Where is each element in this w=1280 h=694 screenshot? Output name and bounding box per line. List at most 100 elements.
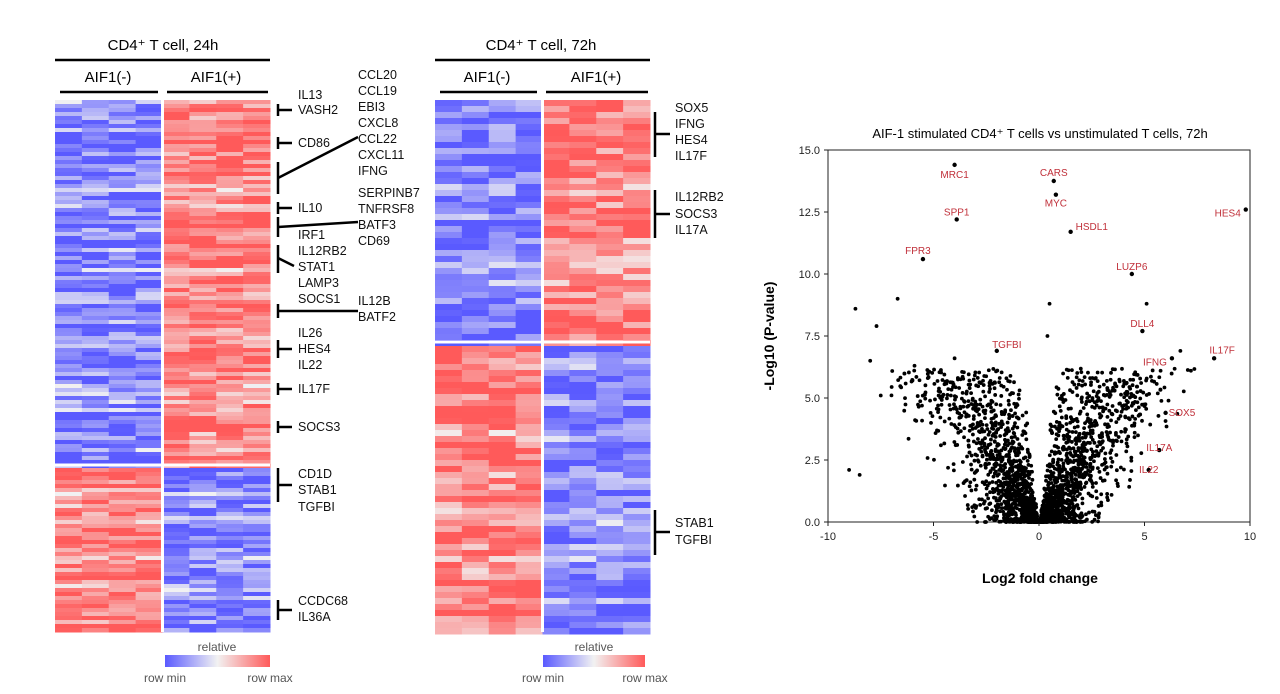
- heatmap-cell: [623, 100, 651, 107]
- heatmap-cell: [162, 104, 190, 109]
- heatmap-cell: [216, 392, 244, 397]
- heatmap-cell: [243, 436, 271, 441]
- heatmap-cell: [569, 130, 597, 137]
- volcano-point: [1098, 435, 1102, 440]
- heatmap-cell: [243, 124, 271, 129]
- volcano-point: [1122, 395, 1127, 400]
- heatmap-cell: [569, 466, 597, 473]
- heatmap-cell: [135, 428, 163, 433]
- color-scale: [543, 655, 645, 667]
- heatmap-cell: [542, 202, 570, 209]
- volcano-point: [1055, 462, 1060, 467]
- heatmap-cell: [542, 124, 570, 131]
- heatmap-cell: [569, 514, 597, 521]
- volcano-point: [977, 412, 982, 417]
- x-tick-label: -10: [820, 531, 836, 543]
- heatmap-cell: [461, 454, 490, 461]
- volcano-point: [1019, 487, 1024, 492]
- heatmap-cell: [55, 496, 83, 501]
- heatmap-cell: [488, 136, 517, 143]
- heatmap-cell: [488, 502, 517, 509]
- heatmap-cell: [189, 472, 217, 477]
- heatmap-cell: [515, 166, 543, 173]
- heatmap-cell: [55, 588, 83, 593]
- gene-label: SOX5: [675, 101, 708, 115]
- volcano-point: [1029, 463, 1034, 468]
- heatmap-cell: [55, 616, 83, 621]
- volcano-point: [1029, 482, 1034, 486]
- heatmap-cell: [189, 160, 217, 165]
- heatmap-cell: [216, 224, 244, 229]
- volcano-point: [999, 519, 1003, 524]
- volcano-point: [989, 452, 994, 457]
- volcano-point: [1024, 437, 1029, 442]
- heatmap-cell: [435, 610, 463, 617]
- volcano-point: [1080, 496, 1085, 501]
- heatmap-cell: [162, 192, 190, 197]
- heatmap-cell: [81, 240, 110, 245]
- volcano-point: [997, 468, 1002, 472]
- heatmap-cell: [542, 286, 570, 293]
- heatmap-cell: [596, 616, 624, 623]
- heatmap-cell: [55, 212, 83, 217]
- heatmap-cell: [623, 412, 651, 419]
- heatmap-cell: [488, 124, 517, 131]
- heatmap-cell: [81, 456, 110, 461]
- heatmap-cell: [216, 572, 244, 577]
- heatmap-cell: [243, 172, 271, 177]
- volcano-point: [988, 490, 992, 495]
- heatmap-cell: [135, 448, 163, 453]
- volcano-point: [939, 402, 944, 407]
- volcano-point: [1127, 484, 1132, 489]
- heatmap-cell: [243, 524, 271, 529]
- heatmap-cell: [108, 408, 137, 413]
- volcano-point: [966, 414, 971, 418]
- heatmap-cell: [189, 420, 217, 425]
- heatmap-cell: [162, 260, 190, 265]
- volcano-point: [933, 397, 937, 402]
- volcano-point: [938, 415, 943, 420]
- volcano-point: [1060, 506, 1065, 510]
- heatmap-cell: [623, 406, 651, 413]
- heatmap-cell: [135, 172, 163, 177]
- heatmap-cell: [162, 372, 190, 377]
- volcano-point: [980, 438, 985, 443]
- heatmap-cell: [596, 490, 624, 497]
- volcano-point: [967, 444, 971, 449]
- heatmap-cell: [461, 406, 490, 413]
- heatmap-cell: [216, 340, 244, 345]
- heatmap-cell: [55, 128, 83, 133]
- volcano-point: [923, 383, 928, 388]
- heatmap-cell: [55, 216, 83, 221]
- heatmap-cell: [243, 164, 271, 169]
- heatmap-cell: [189, 212, 217, 217]
- heatmap-cell: [55, 480, 83, 485]
- volcano-point: [992, 495, 996, 500]
- heatmap-cell: [435, 166, 463, 173]
- heatmap-cell: [243, 512, 271, 517]
- volcano-point: [995, 486, 999, 491]
- volcano-point: [868, 358, 873, 363]
- heatmap-cell: [488, 616, 517, 623]
- heatmap-cell: [135, 292, 163, 297]
- heatmap-cell: [596, 430, 624, 437]
- heatmap-cell: [461, 244, 490, 251]
- heatmap-cell: [108, 264, 137, 269]
- volcano-point: [1061, 483, 1066, 488]
- heatmap-cell: [515, 550, 543, 557]
- heatmap-cell: [216, 444, 244, 449]
- heatmap-cell: [243, 420, 271, 425]
- volcano-point: [1067, 437, 1071, 442]
- volcano-point: [981, 389, 986, 394]
- volcano-points: [847, 296, 1197, 524]
- heatmap-cell: [162, 412, 190, 417]
- plot-frame: [827, 149, 1251, 523]
- heatmap-cell: [243, 236, 271, 241]
- heatmap-cell: [189, 344, 217, 349]
- heatmap-cell: [135, 364, 163, 369]
- heatmap-cell: [55, 300, 83, 305]
- heatmap-cell: [596, 316, 624, 323]
- heatmap-cell: [435, 562, 463, 569]
- heatmap-cell: [569, 454, 597, 461]
- heatmap-cell: [135, 524, 163, 529]
